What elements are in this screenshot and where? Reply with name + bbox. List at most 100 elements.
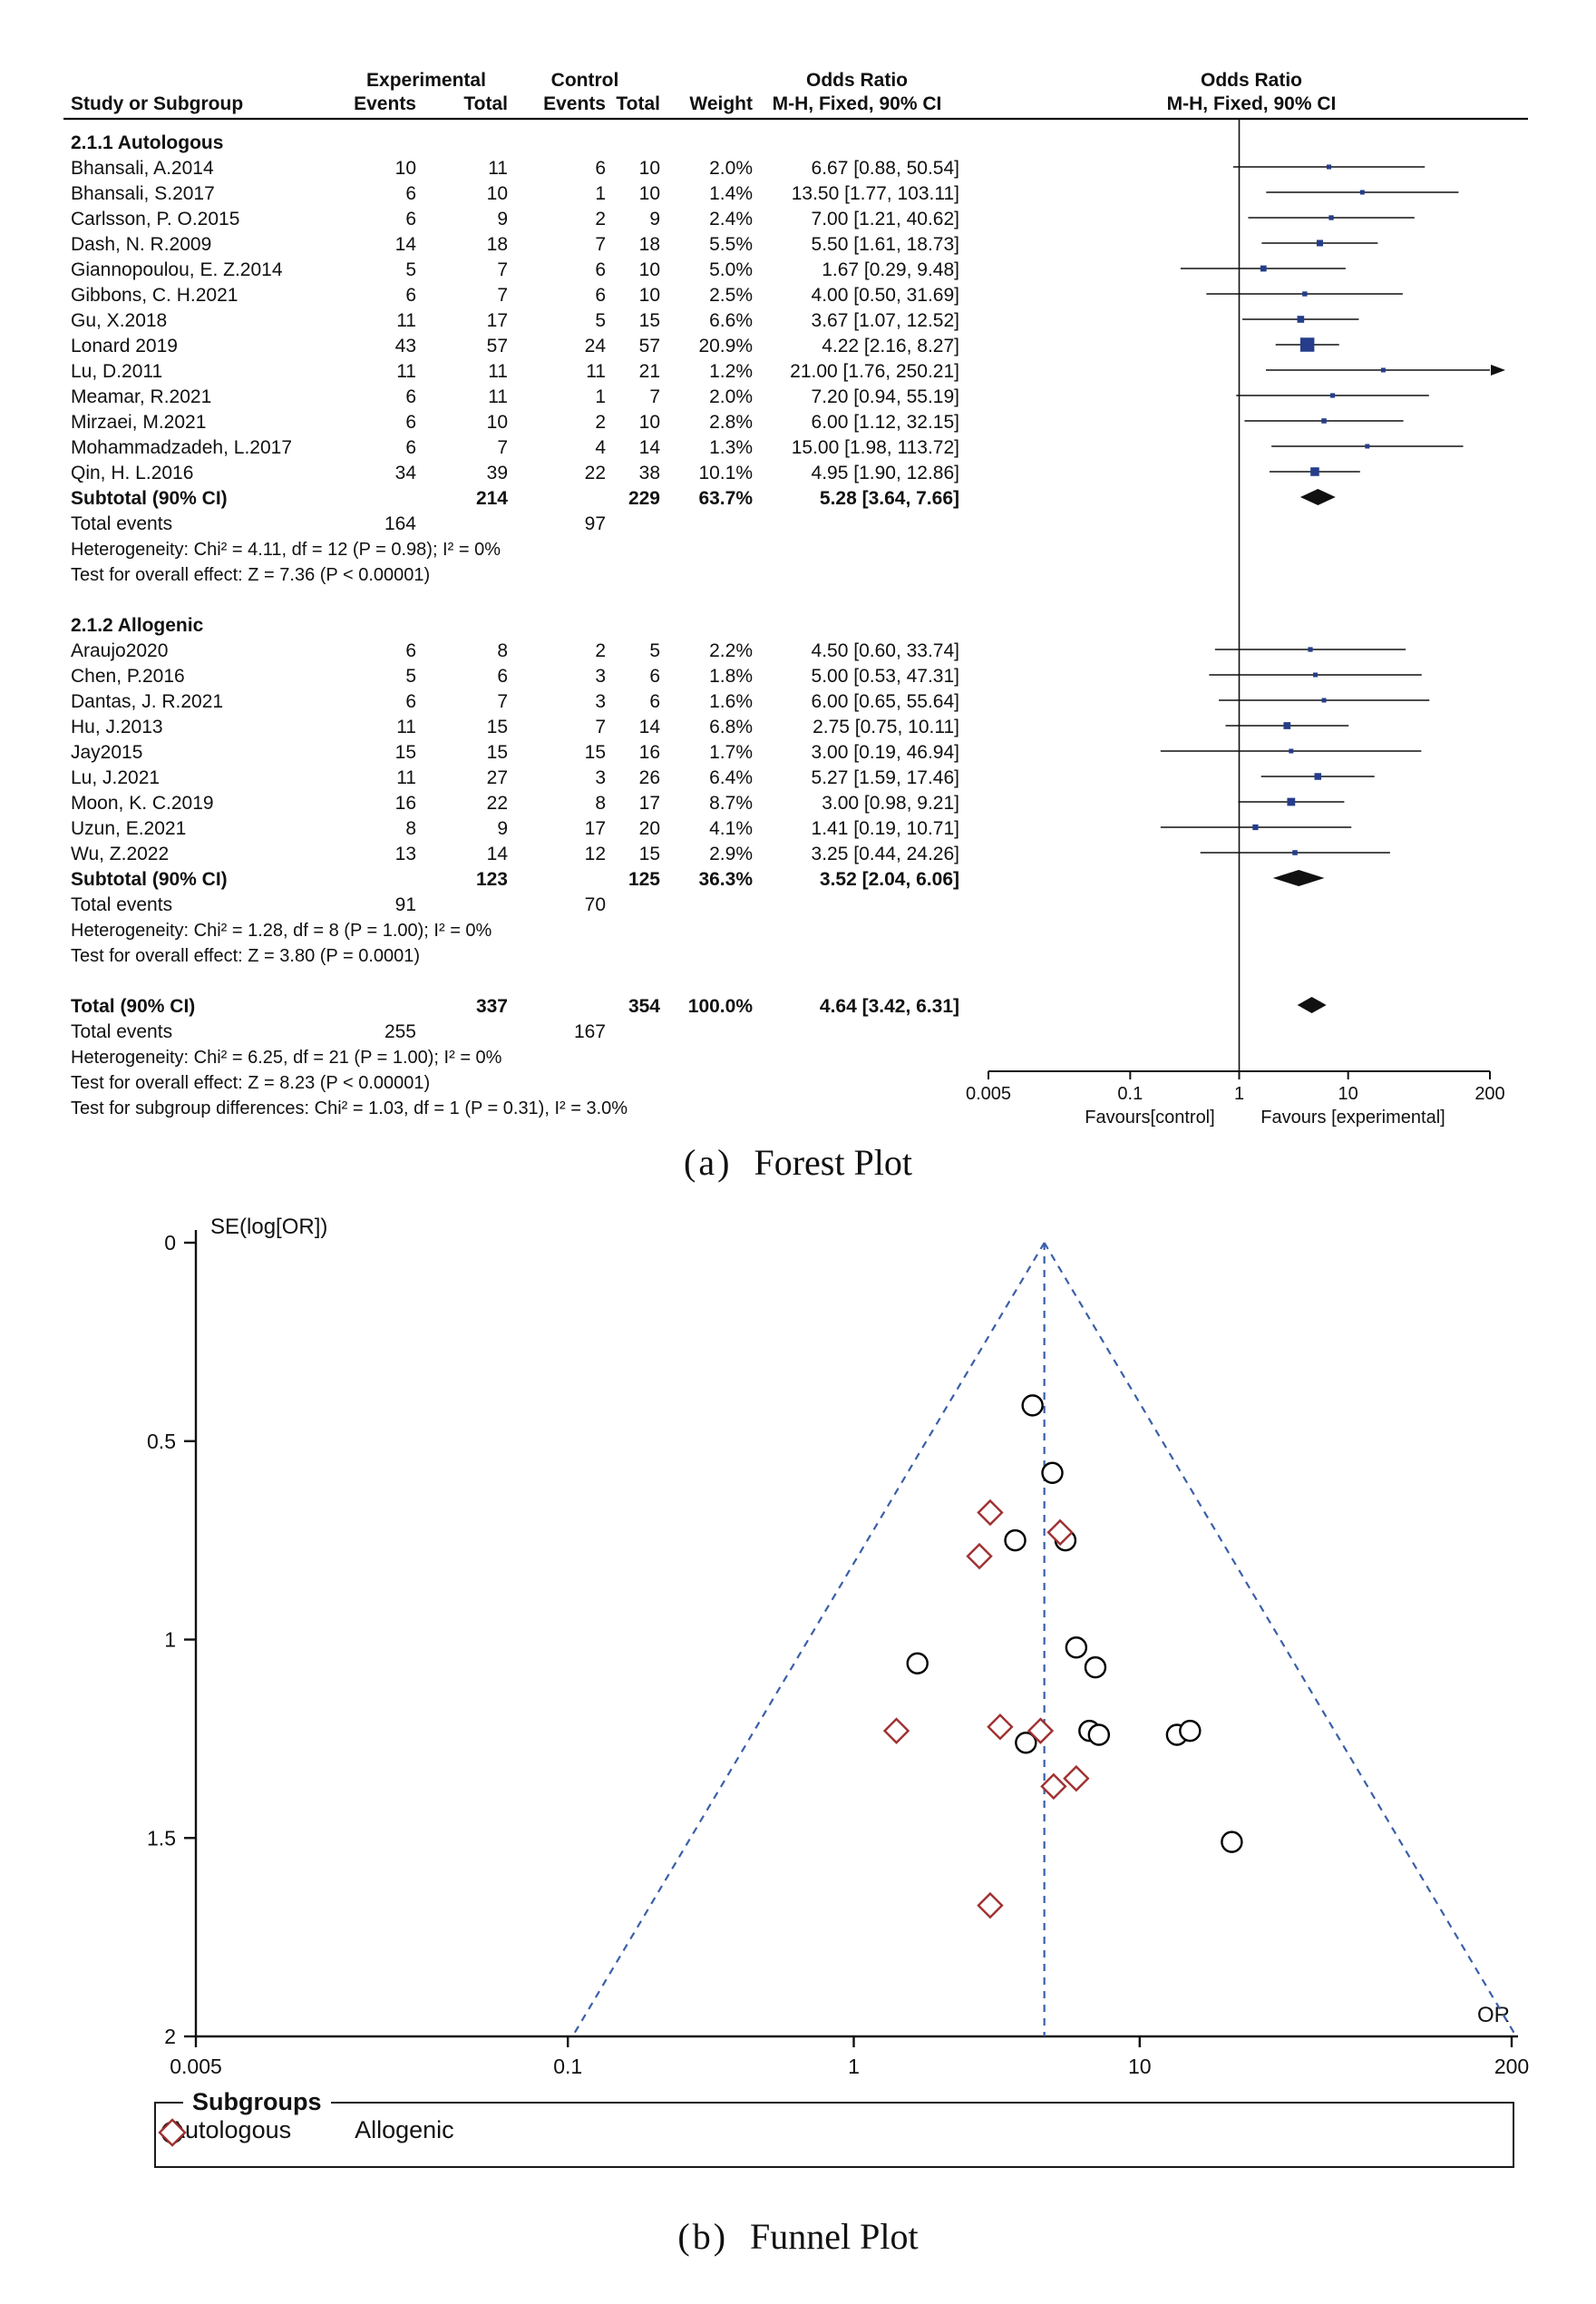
stats-note: Test for overall effect: Z = 3.80 (P = 0… bbox=[71, 946, 420, 966]
or-ci-text: 15.00 [1.98, 113.72] bbox=[792, 437, 959, 458]
funnel-legend: Subgroups Autologous Allogenic bbox=[154, 2088, 1514, 2168]
or-square-marker bbox=[1329, 393, 1336, 398]
forest-row-section: 2.1.2 Allogenic bbox=[71, 615, 204, 636]
or-ci-text: 1.67 [0.29, 9.48] bbox=[822, 259, 959, 280]
exp-total: 123 bbox=[476, 869, 508, 890]
forest-row-events: Total events 91 70 bbox=[71, 894, 606, 915]
funnel-x-tick-label: 1 bbox=[848, 2055, 860, 2078]
funnel-bound-left bbox=[571, 1242, 1046, 2037]
or-ci-text: 5.28 [3.64, 7.66] bbox=[820, 488, 959, 509]
ctrl-events: 1 bbox=[595, 386, 606, 407]
or-square-marker bbox=[1314, 773, 1321, 780]
legend-label: Autologous bbox=[169, 2116, 292, 2143]
or-ci-text: 21.00 [1.76, 250.21] bbox=[790, 361, 959, 382]
summary-label: Subtotal (90% CI) bbox=[71, 488, 228, 509]
funnel-x-tick-label: 0.005 bbox=[170, 2055, 222, 2078]
exp-total: 22 bbox=[487, 793, 508, 814]
exp-total: 337 bbox=[476, 996, 508, 1017]
exp-total: 14 bbox=[487, 844, 509, 864]
forest-row-study: Dantas, J. R.2021 6 7 3 6 1.6% 6.00 [0.65, 55.… bbox=[71, 691, 1430, 712]
or-square-marker bbox=[1308, 647, 1313, 652]
forest-row-study: Chen, P.2016 5 6 3 6 1.8% 5.00 [0.53, 47.31] bbox=[71, 666, 1422, 687]
ctrl-total: 15 bbox=[639, 310, 660, 331]
or-ci-text: 1.41 [0.19, 10.71] bbox=[812, 818, 959, 839]
weight: 1.4% bbox=[709, 183, 753, 204]
forest-axis-tick-label: 1 bbox=[1234, 1084, 1244, 1104]
summary-label: Subtotal (90% CI) bbox=[71, 869, 228, 890]
forest-row-study: Mirzaei, M.2021 6 10 2 10 2.8% 6.00 [1.12, 32.… bbox=[71, 412, 1404, 433]
exp-events: 6 bbox=[405, 386, 416, 407]
or-ci-text: 4.50 [0.60, 33.74] bbox=[812, 640, 959, 661]
or-square-marker bbox=[1287, 797, 1296, 806]
weight: 100.0% bbox=[688, 996, 754, 1017]
funnel-point-allogenic bbox=[966, 1542, 993, 1570]
weight: 4.1% bbox=[709, 818, 753, 839]
exp-events: 43 bbox=[395, 336, 416, 356]
ctrl-events: 7 bbox=[595, 717, 606, 737]
forest-row-study: Dash, N. R.2009 14 18 7 18 5.5% 5.50 [1.61, 18… bbox=[71, 234, 1378, 255]
header-exp-events: Events bbox=[354, 93, 416, 114]
or-ci-text: 13.50 [1.77, 103.11] bbox=[792, 183, 959, 204]
ctrl-total: 10 bbox=[639, 259, 660, 280]
forest-row-study: Bhansali, S.2017 6 10 1 10 1.4% 13.50 [1.77, 1… bbox=[71, 183, 1459, 204]
ctrl-events: 22 bbox=[585, 463, 606, 483]
weight: 2.4% bbox=[709, 209, 753, 229]
exp-total: 9 bbox=[497, 209, 508, 229]
summary-diamond bbox=[1299, 489, 1336, 505]
ctrl-events: 17 bbox=[585, 818, 606, 839]
legend-label: Allogenic bbox=[355, 2116, 454, 2143]
header-exp-total: Total bbox=[463, 93, 508, 114]
or-ci-text: 6.67 [0.88, 50.54] bbox=[812, 158, 959, 179]
ctrl-events: 1 bbox=[595, 183, 606, 204]
weight: 36.3% bbox=[698, 869, 753, 890]
ctrl-total: 125 bbox=[628, 869, 660, 890]
study-label: Giannopoulou, E. Z.2014 bbox=[71, 259, 283, 280]
exp-total: 11 bbox=[488, 158, 508, 179]
study-label: Mirzaei, M.2021 bbox=[71, 412, 206, 433]
forest-row-events: Total events 255 167 bbox=[71, 1021, 606, 1042]
ctrl-total: 5 bbox=[649, 640, 660, 661]
study-label: Gu, X.2018 bbox=[71, 310, 167, 331]
ctrl-events: 5 bbox=[595, 310, 606, 331]
funnel-point-allogenic bbox=[1063, 1764, 1090, 1792]
study-label: Carlsson, P. O.2015 bbox=[71, 209, 239, 229]
ctrl-total: 10 bbox=[639, 285, 660, 306]
exp-events: 10 bbox=[395, 158, 416, 179]
forest-row-subtotal: Subtotal (90% CI) 214 229 63.7% 5.28 [3.64, … bbox=[71, 488, 1336, 509]
ctrl-total: 14 bbox=[639, 717, 661, 737]
ctrl-total: 6 bbox=[649, 691, 660, 712]
funnel-y-tick-label: 2 bbox=[164, 2025, 176, 2048]
forest-row-note: Test for overall effect: Z = 3.80 (P = 0… bbox=[71, 946, 420, 966]
stats-note: Heterogeneity: Chi² = 4.11, df = 12 (P =… bbox=[71, 540, 501, 560]
forest-row-note: Heterogeneity: Chi² = 4.11, df = 12 (P =… bbox=[71, 540, 501, 560]
exp-events: 11 bbox=[396, 361, 416, 382]
summary-diamond bbox=[1297, 997, 1327, 1013]
ctrl-total: 229 bbox=[628, 488, 660, 509]
ctrl-total: 17 bbox=[639, 793, 660, 814]
total-events-label: Total events bbox=[71, 513, 172, 534]
or-ci-text: 4.64 [3.42, 6.31] bbox=[820, 996, 959, 1017]
forest-row-note: Test for subgroup differences: Chi² = 1.… bbox=[71, 1098, 628, 1118]
ctrl-events: 24 bbox=[585, 336, 607, 356]
exp-events: 11 bbox=[396, 717, 416, 737]
weight: 1.8% bbox=[709, 666, 753, 687]
exp-total: 214 bbox=[476, 488, 508, 509]
weight: 10.1% bbox=[698, 463, 753, 483]
study-label: Gibbons, C. H.2021 bbox=[71, 285, 238, 306]
header-ctrl-events: Events bbox=[543, 93, 606, 114]
or-square-marker bbox=[1283, 722, 1291, 729]
exp-events: 6 bbox=[405, 285, 416, 306]
exp-total: 8 bbox=[497, 640, 508, 661]
study-label: Lu, J.2021 bbox=[71, 767, 160, 788]
ctrl-total: 14 bbox=[639, 437, 661, 458]
forest-row-study: Gu, X.2018 11 17 5 15 6.6% 3.67 [1.07, 12.52] bbox=[71, 310, 1359, 331]
study-label: Jay2015 bbox=[71, 742, 142, 763]
ctrl-events: 6 bbox=[595, 259, 606, 280]
study-label: Meamar, R.2021 bbox=[71, 386, 211, 407]
funnel-point-autologous bbox=[1084, 1655, 1107, 1679]
exp-events: 6 bbox=[405, 183, 416, 204]
or-ci-text: 6.00 [0.65, 55.64] bbox=[812, 691, 959, 712]
or-ci-text: 4.95 [1.90, 12.86] bbox=[812, 463, 959, 483]
funnel-point-autologous bbox=[906, 1652, 929, 1674]
